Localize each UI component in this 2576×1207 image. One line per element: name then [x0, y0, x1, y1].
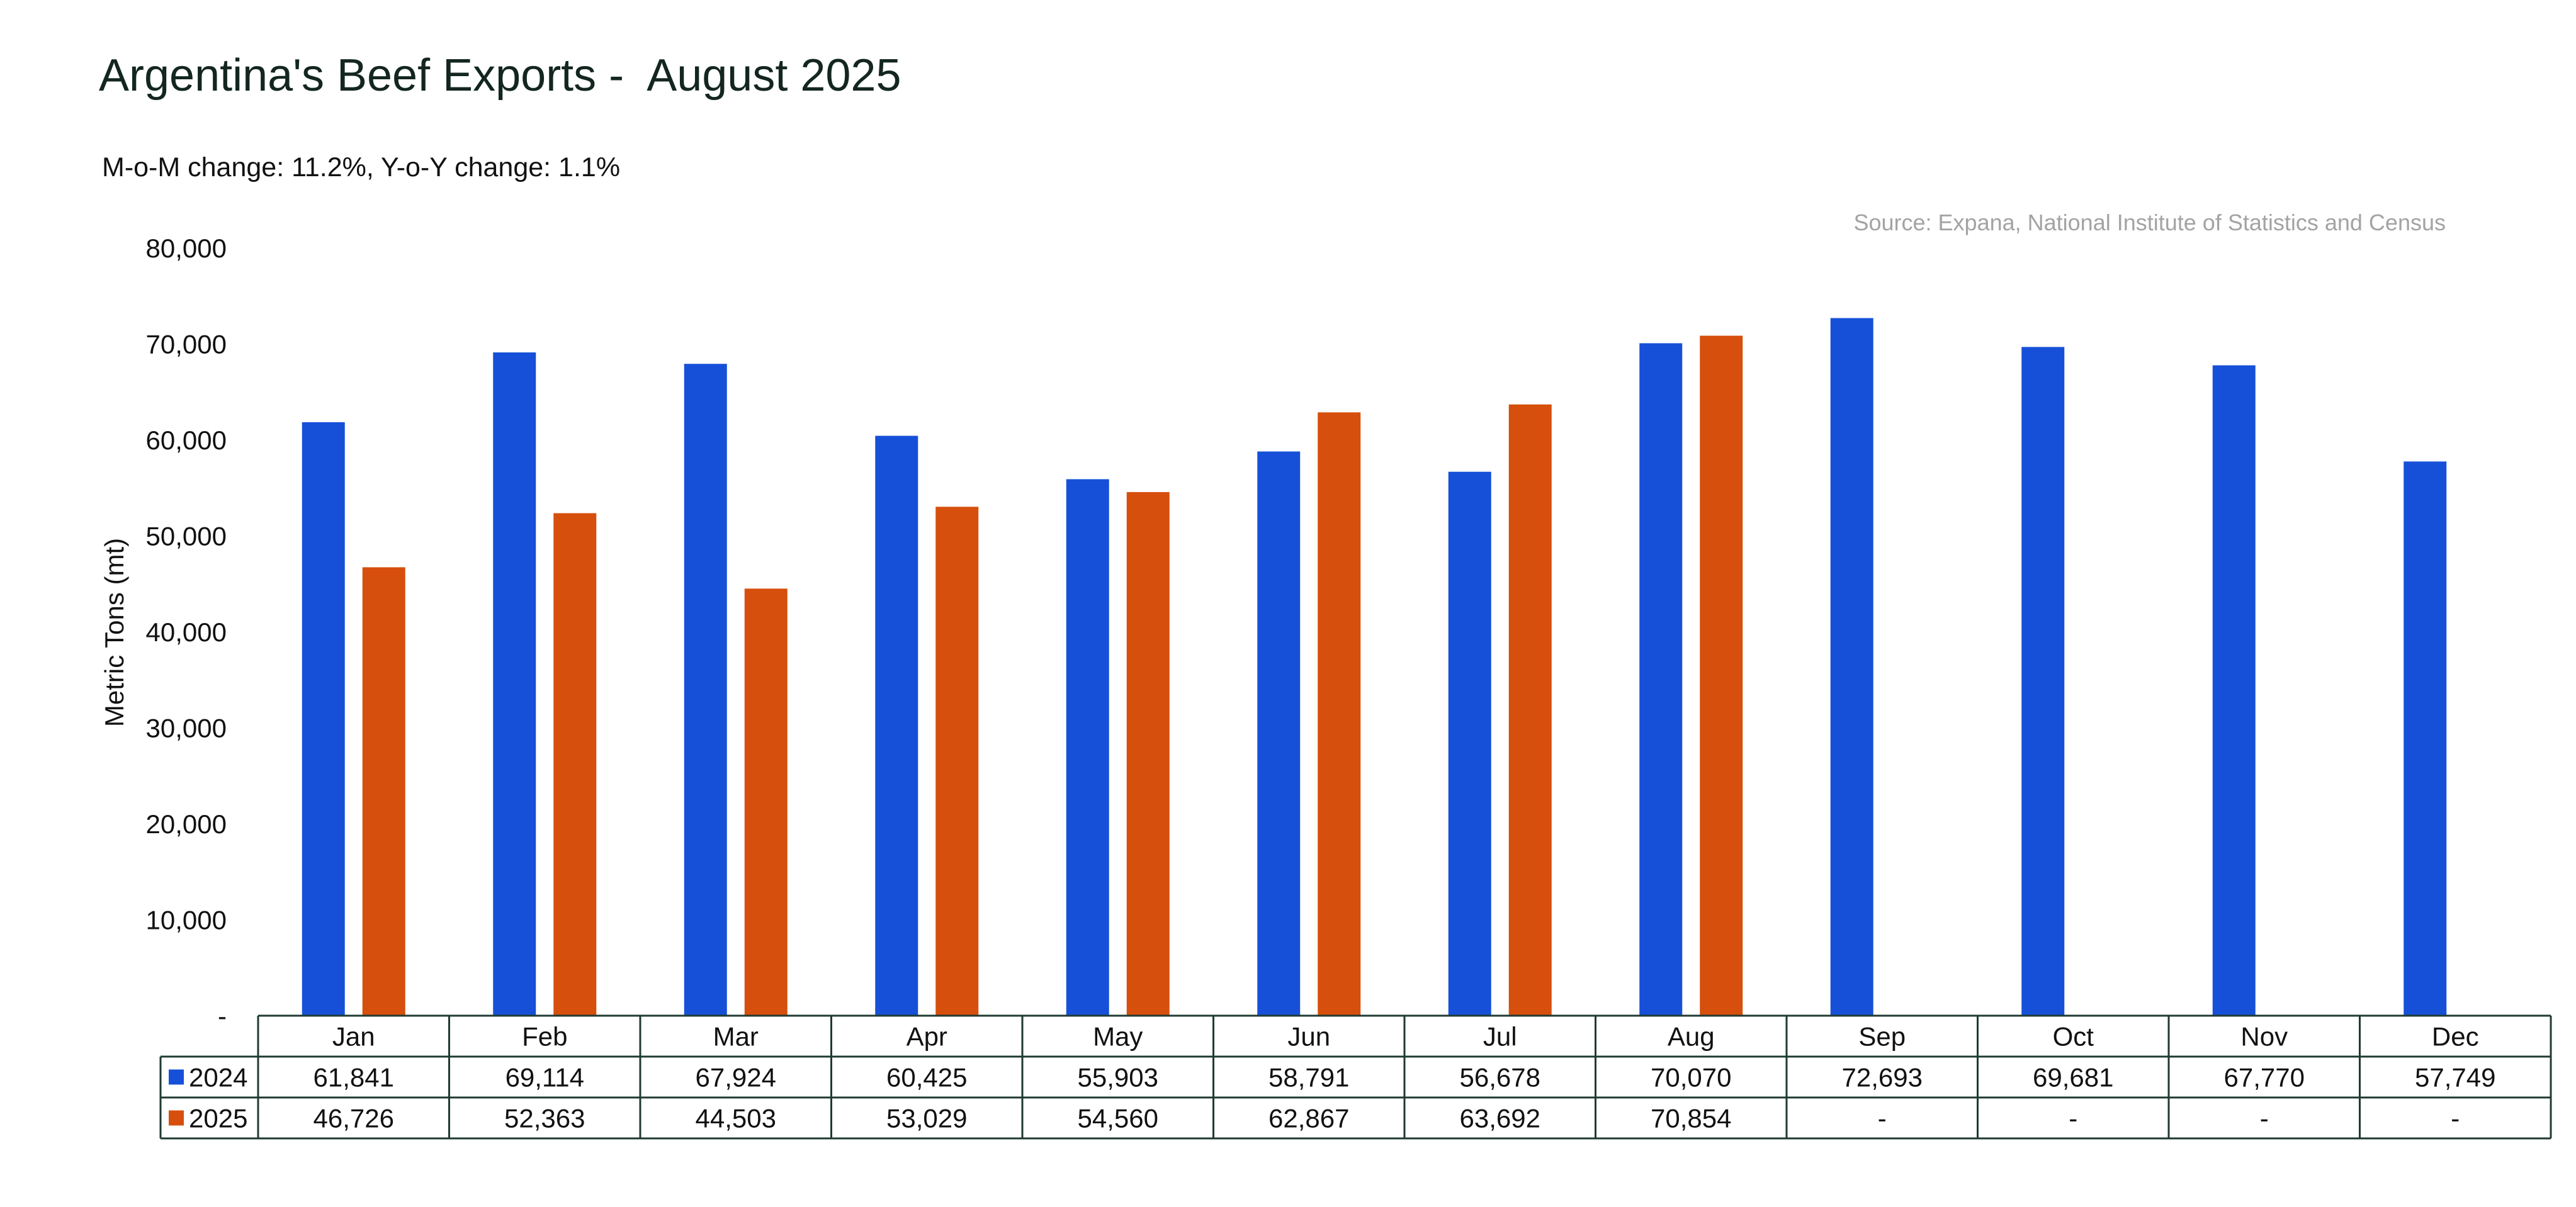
legend-swatch-2024: [169, 1069, 184, 1085]
data-label-2024-jun: 58,791: [1268, 1063, 1349, 1092]
data-label-2025-aug: 70,854: [1651, 1104, 1731, 1133]
data-label-2025-dec: -: [2451, 1104, 2460, 1133]
x-tick-label-jan: Jan: [332, 1022, 375, 1052]
data-label-2024-jul: 56,678: [1460, 1063, 1540, 1092]
legend-label-2024: 2024: [189, 1063, 247, 1092]
legend-label-2025: 2025: [189, 1104, 247, 1133]
data-label-2025-may: 54,560: [1078, 1104, 1158, 1133]
y-axis-title: Metric Tons (mt): [99, 538, 129, 727]
data-label-2025-apr: 53,029: [886, 1104, 967, 1133]
y-tick-label: 50,000: [146, 522, 227, 551]
y-tick-label: -: [218, 1001, 227, 1031]
bar-2024-jan: [302, 422, 345, 1016]
bar-2025-jun: [1318, 412, 1361, 1016]
data-label-2025-feb: 52,363: [504, 1104, 585, 1133]
x-tick-label-feb: Feb: [522, 1022, 567, 1052]
x-tick-label-sep: Sep: [1858, 1022, 1906, 1052]
data-table: Jan Feb Mar Apr May Jun Jul Aug Sep Oct Nov Dec 2024…: [159, 1014, 2552, 1140]
bar-2025-jan: [362, 567, 405, 1016]
x-tick-label-may: May: [1093, 1022, 1143, 1052]
y-tick-label: 80,000: [146, 233, 227, 263]
chart-source: Source: Expana, National Institute of St…: [1853, 210, 2446, 235]
data-label-2025-oct: -: [2069, 1104, 2077, 1133]
x-tick-label-jun: Jun: [1287, 1022, 1330, 1052]
bar-2024-nov: [2212, 365, 2256, 1016]
x-tick-label-dec: Dec: [2432, 1022, 2479, 1052]
bar-2025-mar: [744, 588, 788, 1016]
x-tick-label-oct: Oct: [2053, 1022, 2094, 1052]
data-label-2024-sep: 72,693: [1842, 1063, 1923, 1092]
data-label-2025-sep: -: [1878, 1104, 1887, 1133]
data-label-2024-aug: 70,070: [1651, 1063, 1731, 1092]
y-tick-label: 30,000: [146, 714, 227, 743]
chart-subtitle: M-o-M change: 11.2%, Y-o-Y change: 1.1%: [102, 152, 620, 182]
data-label-2025-nov: -: [2260, 1104, 2269, 1133]
data-label-2024-feb: 69,114: [506, 1063, 584, 1092]
y-tick-label: 10,000: [146, 906, 227, 935]
x-tick-label-jul: Jul: [1483, 1022, 1517, 1052]
bar-2025-aug: [1700, 335, 1743, 1016]
bar-2025-feb: [553, 513, 597, 1016]
data-label-2025-mar: 44,503: [696, 1104, 776, 1133]
bar-2024-feb: [493, 352, 536, 1016]
data-label-2024-may: 55,903: [1078, 1063, 1158, 1092]
chart-title: Argentina's Beef Exports - August 2025: [99, 50, 901, 101]
bar-2024-oct: [2021, 347, 2065, 1016]
data-label-2025-jun: 62,867: [1268, 1104, 1349, 1133]
data-label-2024-apr: 60,425: [886, 1063, 967, 1092]
bar-2024-sep: [1830, 318, 1873, 1016]
data-label-2025-jul: 63,692: [1460, 1104, 1540, 1133]
bar-2024-may: [1066, 479, 1109, 1016]
y-tick-label: 60,000: [146, 425, 227, 455]
bar-2024-dec: [2404, 461, 2447, 1016]
data-label-2024-nov: 67,770: [2224, 1063, 2305, 1092]
bar-2024-aug: [1639, 343, 1683, 1016]
bar-2024-jul: [1448, 471, 1491, 1016]
data-label-2024-dec: 57,749: [2415, 1063, 2495, 1092]
x-tick-label-aug: Aug: [1668, 1022, 1715, 1052]
y-tick-label: 70,000: [146, 330, 227, 359]
data-label-2025-jan: 46,726: [314, 1104, 394, 1133]
x-tick-label-nov: Nov: [2240, 1022, 2288, 1052]
bar-series: [302, 318, 2447, 1016]
bar-2025-apr: [935, 507, 979, 1016]
data-label-2024-mar: 67,924: [696, 1063, 776, 1092]
x-tick-label-apr: Apr: [907, 1022, 947, 1052]
legend-swatch-2025: [169, 1110, 184, 1126]
bar-2025-may: [1126, 491, 1170, 1016]
bar-2024-jun: [1257, 451, 1301, 1016]
bar-2025-jul: [1508, 404, 1552, 1016]
bar-2024-mar: [684, 364, 727, 1016]
data-label-2024-oct: 69,681: [2033, 1063, 2113, 1092]
data-label-2024-jan: 61,841: [314, 1063, 394, 1092]
bar-2024-apr: [875, 435, 918, 1016]
y-tick-label: 20,000: [146, 809, 227, 839]
y-axis-ticks: - 10,000 20,000 30,000 40,000 50,000 60,000 70,…: [146, 233, 227, 1031]
x-tick-label-mar: Mar: [713, 1022, 759, 1052]
y-tick-label: 40,000: [146, 617, 227, 647]
